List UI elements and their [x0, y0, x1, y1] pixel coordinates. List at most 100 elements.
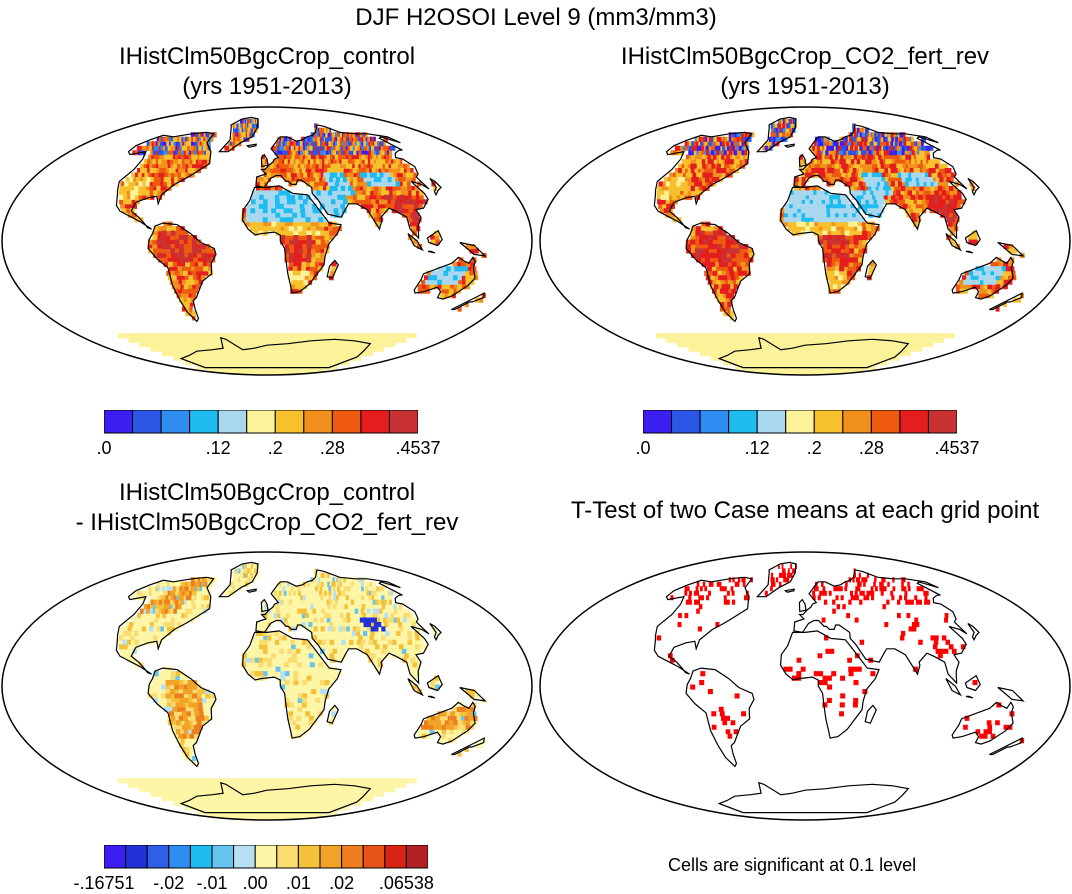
colorbar-swatch [217, 409, 248, 434]
coastline [967, 622, 980, 642]
map-border [539, 106, 1071, 376]
colorbar-swatch [168, 844, 191, 869]
coastline [717, 336, 910, 369]
colorbar-swatch [360, 409, 390, 434]
colorbar-tick-label: .01 [285, 873, 311, 893]
colorbar-swatch [303, 409, 333, 434]
coastline [115, 576, 215, 675]
colorbar-control-swatches [103, 409, 419, 434]
colorbar-swatch [899, 409, 929, 434]
coastline [717, 781, 910, 814]
panel-title-co2-line2: (yrs 1951-2013) [720, 73, 890, 100]
coastline [218, 561, 259, 598]
colorbar-tick-label: -.16751 [73, 873, 135, 893]
map-control [1, 106, 533, 376]
coastline [779, 185, 880, 294]
coastline [451, 737, 485, 756]
colorbar-swatch [331, 409, 362, 434]
coastline [989, 737, 1023, 756]
colorbar-swatch [671, 409, 701, 434]
coastline [427, 250, 436, 254]
coastline [429, 177, 442, 197]
coastline [653, 576, 753, 675]
coastline [451, 292, 485, 311]
colorbar-tick-label: -.02 [153, 873, 185, 893]
colorbar-swatch [699, 409, 730, 434]
colorbar-swatch [246, 409, 276, 434]
coastline [779, 630, 880, 739]
colorbar-swatch [276, 844, 299, 869]
coastline [427, 695, 436, 699]
coastline [255, 124, 430, 240]
coastline [260, 598, 269, 613]
colorbar-swatch [132, 409, 162, 434]
colorbar-diff: -.16751 -.02 -.01 .00 .01 .02 .06538 [73, 844, 434, 893]
colorbar-tick-label: .2 [267, 438, 283, 458]
colorbar-tick-label: .28 [319, 438, 345, 458]
colorbar-swatch [388, 409, 419, 434]
coastline [685, 667, 755, 768]
colorbar-swatch [297, 844, 321, 869]
map-field [653, 116, 1025, 375]
coastline [255, 569, 430, 685]
colorbar-tick-label: .4537 [934, 438, 980, 458]
colorbar-diff-swatches [103, 844, 429, 869]
map-border [1, 551, 533, 821]
coastline [864, 704, 877, 724]
colorbar-control: .0 .12 .2 .28 .4537 [96, 409, 441, 458]
coastline [179, 781, 372, 814]
coastline [965, 250, 974, 254]
colorbar-swatch [362, 844, 386, 869]
colorbar-swatch [274, 409, 305, 434]
colorbar-tick-label: .4537 [395, 438, 441, 458]
coastline [407, 233, 424, 252]
colorbar-swatch [405, 844, 429, 869]
coastline [147, 222, 217, 323]
coastline [965, 695, 974, 699]
colorbar-swatch [927, 409, 958, 434]
colorbar-tick-label: .0 [96, 438, 112, 458]
coastline [964, 674, 981, 692]
colorbar-swatch [813, 409, 844, 434]
colorbar-swatch [160, 409, 191, 434]
coastline [951, 256, 1014, 300]
ttest-significance-note: Cells are significant at 0.1 level [668, 855, 917, 875]
colorbar-swatch [233, 844, 256, 869]
panel-title-diff-line1: IHistClm50BgcCrop_control [118, 479, 416, 506]
coastline [793, 124, 968, 240]
coastline [179, 336, 372, 369]
map-diff [1, 551, 533, 821]
grid-cells [156, 194, 428, 263]
map-field [115, 561, 487, 820]
coastline [653, 131, 753, 230]
colorbar-tick-label: .00 [242, 873, 268, 893]
grid-cells [783, 172, 1006, 285]
grid-cells [359, 617, 386, 632]
coastline [989, 292, 1023, 311]
coastline [245, 143, 257, 148]
colorbar-swatch [870, 409, 901, 434]
colorbar-tick-label: .02 [329, 873, 355, 893]
colorbar-swatch [211, 844, 235, 869]
coastline [864, 259, 877, 279]
coastline [945, 233, 962, 252]
grid-cells [657, 118, 1015, 312]
coastline [997, 241, 1025, 257]
colorbar-swatch [125, 844, 148, 869]
colorbar-tick-label: .12 [205, 438, 231, 458]
panel-title-ttest: T-Test of two Case means at each grid po… [538, 496, 1072, 526]
coastline [326, 259, 339, 279]
coastline [260, 153, 269, 168]
grid-cells [143, 577, 474, 739]
colorbar-co2: .0 .12 .2 .28 .4537 [635, 409, 980, 458]
figure-title: DJF H2OSOI Level 9 (mm3/mm3) [355, 4, 717, 31]
coastline [685, 222, 755, 323]
colorbar-swatch [756, 409, 787, 434]
coastline [783, 588, 795, 593]
coastline [793, 569, 968, 685]
panel-title-control: IHistClm50BgcCrop_control (yrs 1951-2013… [0, 42, 534, 102]
colorbar-tick-label: .2 [806, 438, 822, 458]
grid-cells [152, 563, 477, 762]
grid-cells [118, 177, 417, 375]
grid-cells [656, 177, 955, 375]
